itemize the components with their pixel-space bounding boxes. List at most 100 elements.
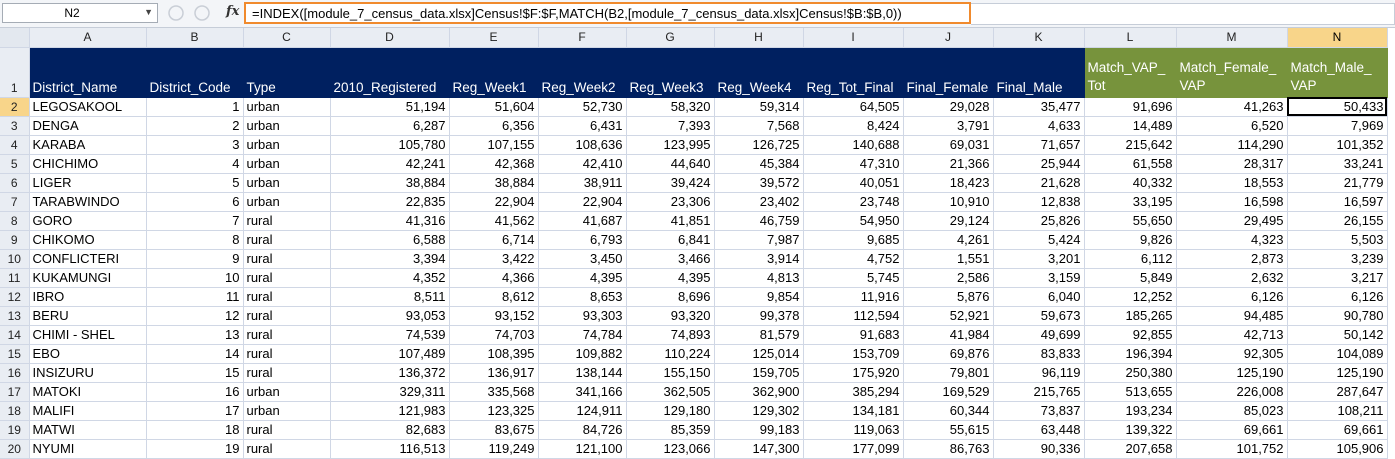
formula-input[interactable]: =INDEX([module_7_census_data.xlsx]Census…: [244, 2, 971, 24]
row-header[interactable]: 16: [0, 363, 30, 383]
row-header[interactable]: 19: [0, 420, 30, 440]
table-cell[interactable]: 90,780: [1287, 306, 1388, 326]
table-cell[interactable]: 45,384: [714, 154, 804, 174]
table-cell[interactable]: rural: [243, 325, 331, 345]
header-cell[interactable]: Match_Female_ VAP: [1176, 47, 1288, 98]
table-cell[interactable]: 74,539: [330, 325, 450, 345]
table-cell[interactable]: 119,063: [803, 420, 904, 440]
table-cell[interactable]: 8,612: [449, 287, 539, 307]
table-cell[interactable]: MATOKI: [29, 382, 147, 402]
table-cell[interactable]: 81,579: [714, 325, 804, 345]
table-cell[interactable]: 23,402: [714, 192, 804, 212]
table-cell[interactable]: MALIFI: [29, 401, 147, 421]
table-cell[interactable]: 12,838: [993, 192, 1085, 212]
table-cell[interactable]: 74,703: [449, 325, 539, 345]
table-cell[interactable]: 79,801: [903, 363, 994, 383]
table-cell[interactable]: 121,100: [538, 439, 627, 459]
table-cell[interactable]: 41,562: [449, 211, 539, 231]
table-cell[interactable]: 177,099: [803, 439, 904, 459]
table-cell[interactable]: 125,014: [714, 344, 804, 364]
column-header[interactable]: C: [243, 28, 331, 48]
table-cell[interactable]: 6,793: [538, 230, 627, 250]
table-cell[interactable]: 140,688: [803, 135, 904, 155]
table-cell[interactable]: 93,053: [330, 306, 450, 326]
header-cell[interactable]: Reg_Week1: [449, 47, 539, 98]
table-cell[interactable]: 112,594: [803, 306, 904, 326]
table-cell[interactable]: 41,851: [626, 211, 715, 231]
table-cell[interactable]: 42,241: [330, 154, 450, 174]
table-cell[interactable]: 4,323: [1176, 230, 1288, 250]
table-cell[interactable]: 39,424: [626, 173, 715, 193]
column-header[interactable]: M: [1176, 28, 1288, 48]
table-cell[interactable]: GORO: [29, 211, 147, 231]
table-cell[interactable]: 124,911: [538, 401, 627, 421]
table-cell[interactable]: 226,008: [1176, 382, 1288, 402]
table-cell[interactable]: 1: [146, 97, 244, 117]
table-cell[interactable]: 3,914: [714, 249, 804, 269]
table-cell[interactable]: rural: [243, 249, 331, 269]
table-cell[interactable]: urban: [243, 135, 331, 155]
table-cell[interactable]: 5,503: [1287, 230, 1388, 250]
table-cell[interactable]: 4,752: [803, 249, 904, 269]
table-cell[interactable]: 155,150: [626, 363, 715, 383]
table-cell[interactable]: 287,647: [1287, 382, 1388, 402]
row-header[interactable]: 14: [0, 325, 30, 345]
table-cell[interactable]: 33,241: [1287, 154, 1388, 174]
table-cell[interactable]: 33,195: [1084, 192, 1177, 212]
table-cell[interactable]: urban: [243, 116, 331, 136]
table-cell[interactable]: 23,748: [803, 192, 904, 212]
table-cell[interactable]: 22,904: [449, 192, 539, 212]
table-cell[interactable]: 86,763: [903, 439, 994, 459]
header-cell[interactable]: Type: [243, 47, 331, 98]
table-cell[interactable]: 134,181: [803, 401, 904, 421]
table-cell[interactable]: 3,217: [1287, 268, 1388, 288]
table-cell[interactable]: 329,311: [330, 382, 450, 402]
table-cell[interactable]: 6,588: [330, 230, 450, 250]
table-cell[interactable]: 8,511: [330, 287, 450, 307]
table-cell[interactable]: 59,314: [714, 97, 804, 117]
table-cell[interactable]: 29,495: [1176, 211, 1288, 231]
table-cell[interactable]: 91,696: [1084, 97, 1177, 117]
table-cell[interactable]: 5,745: [803, 268, 904, 288]
table-cell[interactable]: 6,356: [449, 116, 539, 136]
table-cell[interactable]: 93,320: [626, 306, 715, 326]
row-header[interactable]: 7: [0, 192, 30, 212]
table-cell[interactable]: 3,450: [538, 249, 627, 269]
table-cell[interactable]: 123,995: [626, 135, 715, 155]
table-cell[interactable]: 193,234: [1084, 401, 1177, 421]
table-cell[interactable]: 109,882: [538, 344, 627, 364]
column-header[interactable]: A: [29, 28, 147, 48]
table-cell[interactable]: 73,837: [993, 401, 1085, 421]
table-cell[interactable]: 107,489: [330, 344, 450, 364]
table-cell[interactable]: 147,300: [714, 439, 804, 459]
table-cell[interactable]: 41,687: [538, 211, 627, 231]
header-cell[interactable]: Match_Male_ VAP: [1287, 47, 1388, 98]
table-cell[interactable]: 41,984: [903, 325, 994, 345]
table-cell[interactable]: 26,155: [1287, 211, 1388, 231]
table-cell[interactable]: rural: [243, 420, 331, 440]
table-cell[interactable]: 69,031: [903, 135, 994, 155]
table-cell[interactable]: 101,752: [1176, 439, 1288, 459]
table-cell[interactable]: 385,294: [803, 382, 904, 402]
column-header[interactable]: L: [1084, 28, 1177, 48]
table-cell[interactable]: 74,784: [538, 325, 627, 345]
table-cell[interactable]: 60,344: [903, 401, 994, 421]
table-cell[interactable]: 169,529: [903, 382, 994, 402]
table-cell[interactable]: 1,551: [903, 249, 994, 269]
table-cell[interactable]: 4,366: [449, 268, 539, 288]
table-cell[interactable]: EBO: [29, 344, 147, 364]
table-cell[interactable]: 22,904: [538, 192, 627, 212]
table-cell[interactable]: 93,303: [538, 306, 627, 326]
table-cell[interactable]: 105,906: [1287, 439, 1388, 459]
table-cell[interactable]: 107,155: [449, 135, 539, 155]
table-cell[interactable]: 21,779: [1287, 173, 1388, 193]
header-cell[interactable]: Reg_Week4: [714, 47, 804, 98]
table-cell[interactable]: 5,876: [903, 287, 994, 307]
table-cell[interactable]: 6: [146, 192, 244, 212]
table-cell[interactable]: 9,685: [803, 230, 904, 250]
table-cell[interactable]: 139,322: [1084, 420, 1177, 440]
table-cell[interactable]: 4,395: [538, 268, 627, 288]
table-cell[interactable]: 96,119: [993, 363, 1085, 383]
table-cell[interactable]: 29,028: [903, 97, 994, 117]
table-cell[interactable]: 4,352: [330, 268, 450, 288]
